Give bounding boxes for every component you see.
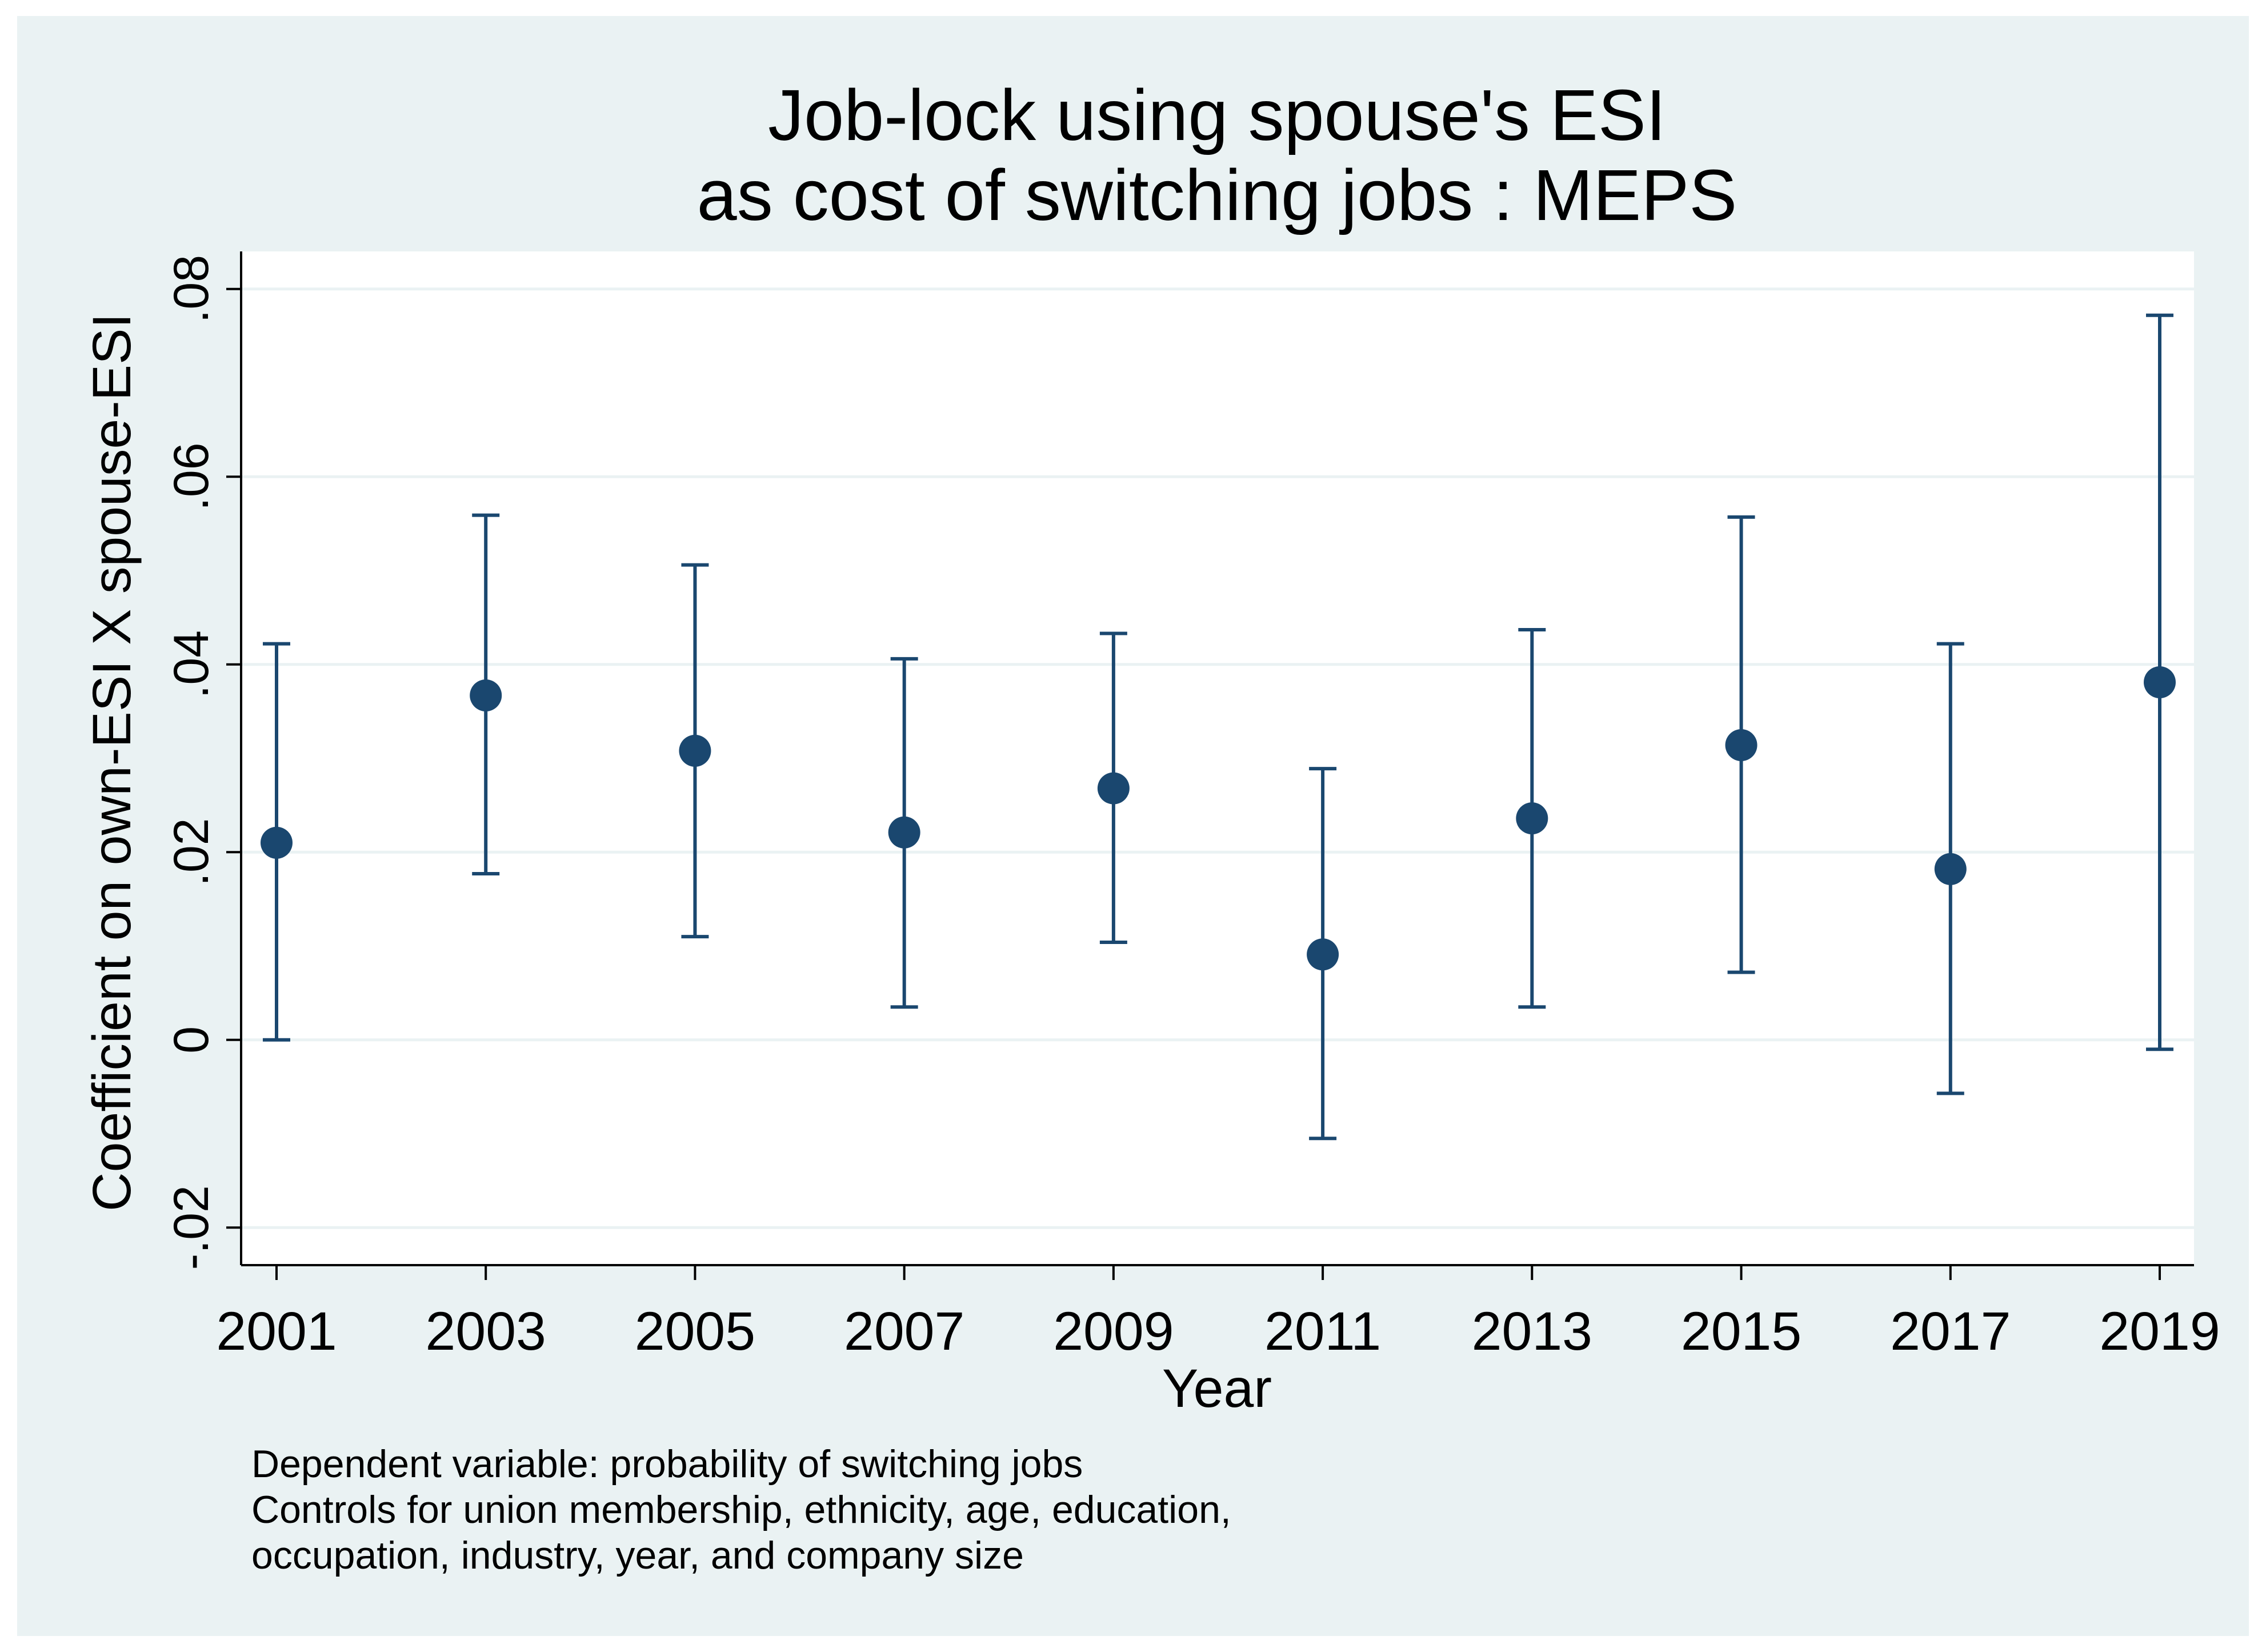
x-axis-ticks: 2001 2003 2005 2007 2009 2011 2013 2015 2017 2019 xyxy=(216,1265,2220,1362)
footnote-line-1: Dependent variable: probability of switc… xyxy=(251,1442,1083,1486)
y-axis-label: Coefficient on own-ESI X spouse-ESI xyxy=(82,313,142,1211)
x-tick-label: 2015 xyxy=(1681,1301,1801,1362)
x-tick-label: 2017 xyxy=(1890,1301,2011,1362)
point-estimate-2007 xyxy=(888,816,920,849)
point-estimate-2011 xyxy=(1307,938,1339,971)
x-axis-label: Year xyxy=(1162,1358,1272,1419)
y-tick-label: -.02 xyxy=(164,1185,219,1270)
x-tick-label: 2001 xyxy=(216,1301,337,1362)
point-estimate-2017 xyxy=(1934,853,1967,885)
axes xyxy=(240,251,2194,1266)
y-axis-ticks: -.02 0 .02 .04 .06 .08 xyxy=(164,255,241,1270)
y-tick-label: .08 xyxy=(164,255,219,323)
footnote-line-3: occupation, industry, year, and company … xyxy=(251,1534,1024,1577)
point-estimate-2019 xyxy=(2144,666,2176,698)
gridlines xyxy=(241,287,2194,1229)
y-tick-label: 0 xyxy=(164,1026,219,1054)
point-estimate-2003 xyxy=(470,679,502,711)
x-tick-label: 2013 xyxy=(1472,1301,1592,1362)
x-tick-label: 2003 xyxy=(426,1301,546,1362)
point-estimate-2005 xyxy=(679,734,711,767)
plot-area xyxy=(241,251,2194,1265)
point-estimate-2015 xyxy=(1725,729,1757,762)
y-tick-label: .04 xyxy=(164,630,219,699)
point-estimate-2013 xyxy=(1516,802,1548,835)
x-tick-label: 2011 xyxy=(1264,1301,1381,1362)
chart-title-line-1: Job-lock using spouse's ESI xyxy=(768,75,1666,155)
data-series xyxy=(261,313,2176,1141)
y-tick-label: .02 xyxy=(164,818,219,886)
chart-title-line-2: as cost of switching jobs : MEPS xyxy=(697,155,1737,235)
point-estimate-2001 xyxy=(261,826,293,859)
x-tick-label: 2005 xyxy=(635,1301,755,1362)
x-tick-label: 2019 xyxy=(2099,1301,2220,1362)
footnote-line-2: Controls for union membership, ethnicity… xyxy=(251,1488,1231,1531)
x-tick-label: 2007 xyxy=(844,1301,964,1362)
y-tick-label: .06 xyxy=(164,442,219,511)
x-tick-label: 2009 xyxy=(1053,1301,1174,1362)
point-estimate-2009 xyxy=(1097,772,1130,805)
